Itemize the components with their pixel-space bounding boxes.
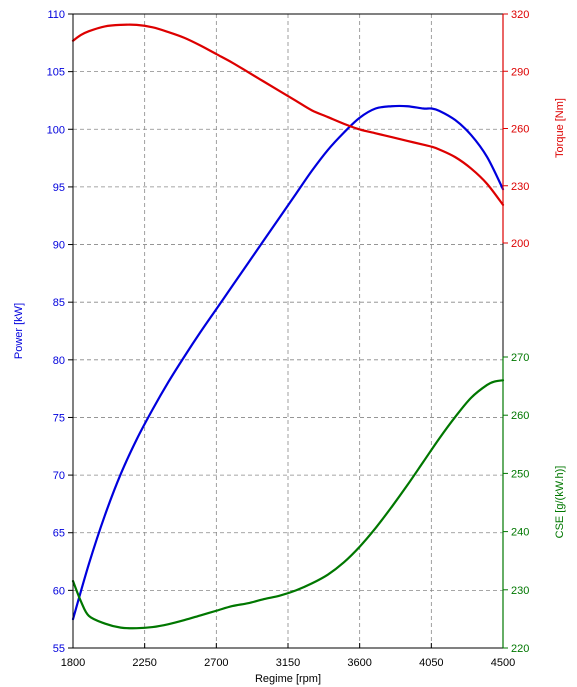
x-tick-label: 4500 (491, 657, 515, 669)
cse-tick-label: 260 (511, 410, 529, 422)
grid-lines (73, 14, 503, 648)
torque-tick-label: 200 (511, 238, 529, 250)
power-tick-label: 85 (53, 297, 65, 309)
torque-series-line (71, 23, 505, 206)
x-axis-title: Regime [rpm] (255, 673, 321, 685)
torque-tick-label: 230 (511, 181, 529, 193)
x-tick-label: 1800 (61, 657, 85, 669)
power-tick-label: 95 (53, 182, 65, 194)
cse-tick-label: 240 (511, 527, 529, 539)
cse-tick-label: 230 (511, 585, 529, 597)
cse-axis: 220 230 240 250 260 270 (502, 352, 529, 655)
x-tick-label: 2250 (132, 657, 156, 669)
torque-axis-title: Torque [Nm] (554, 98, 566, 158)
x-tick-label: 2700 (204, 657, 228, 669)
power-tick-label: 90 (53, 240, 65, 252)
power-tick-label: 100 (47, 124, 65, 136)
power-tick-label: 80 (53, 355, 65, 367)
plot-series (71, 23, 505, 630)
cse-series-line (71, 379, 505, 630)
power-tick-label: 70 (53, 470, 65, 482)
cse-tick-label: 250 (511, 468, 529, 480)
x-tick-label: 3150 (276, 657, 300, 669)
cse-axis-title: CSE [g/(kW.h)] (554, 466, 566, 539)
power-tick-label: 105 (47, 67, 65, 79)
power-series-line (71, 104, 505, 621)
torque-tick-label: 260 (511, 124, 529, 136)
power-tick-label: 65 (53, 528, 65, 540)
x-axis: 1800 2250 2700 3150 3600 4050 4500 (61, 643, 515, 669)
torque-tick-label: 290 (511, 66, 529, 78)
x-tick-label: 4050 (419, 657, 443, 669)
power-axis-title: Power [kW] (13, 303, 25, 359)
torque-axis: 200 230 260 290 320 (502, 9, 529, 250)
power-axis: 55 60 65 70 75 80 85 90 95 100 105 110 (47, 9, 73, 655)
cse-tick-label: 220 (511, 643, 529, 655)
x-tick-label: 3600 (347, 657, 371, 669)
power-tick-label: 75 (53, 412, 65, 424)
cse-tick-label: 270 (511, 352, 529, 364)
power-tick-label: 55 (53, 643, 65, 655)
power-tick-label: 110 (47, 9, 65, 21)
power-tick-label: 60 (53, 585, 65, 597)
torque-tick-label: 320 (511, 9, 529, 21)
